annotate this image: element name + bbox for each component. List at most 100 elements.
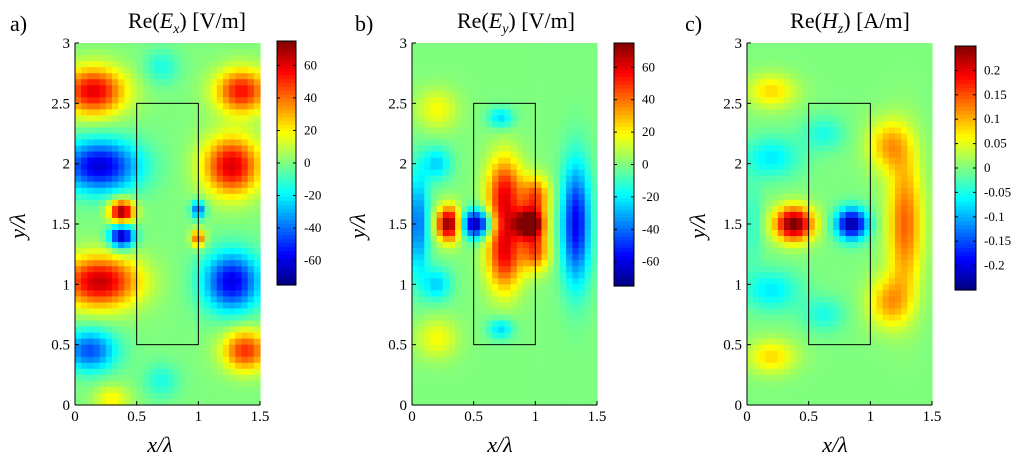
heatmap-cell — [572, 115, 580, 123]
heatmap-cell — [851, 139, 859, 147]
heatmap-cell — [535, 398, 543, 406]
heatmap-cell — [430, 260, 438, 267]
heatmap-cell — [204, 133, 212, 141]
heatmap-cell — [204, 187, 212, 195]
heatmap-cell — [584, 374, 592, 382]
heatmap-cell — [430, 205, 438, 213]
heatmap-cell — [771, 67, 779, 74]
heatmap-cell — [765, 308, 773, 316]
colorbar-swatch — [277, 94, 296, 99]
heatmap-cell — [149, 193, 156, 201]
heatmap-cell — [229, 61, 236, 68]
heatmap-cell — [412, 205, 419, 213]
heatmap-cell — [784, 356, 791, 364]
heatmap-cell — [510, 320, 518, 328]
heatmap-cell — [578, 386, 586, 394]
heatmap-cell — [827, 374, 834, 382]
heatmap-cell — [578, 133, 586, 141]
heatmap-cell — [510, 308, 518, 316]
heatmap-cell — [851, 85, 859, 92]
heatmap-cell — [210, 163, 218, 171]
heatmap-cell — [572, 217, 580, 225]
heatmap-cell — [247, 386, 255, 394]
heatmap-cell — [851, 374, 859, 382]
heatmap-cell — [455, 344, 462, 352]
heatmap-cell — [75, 356, 82, 364]
heatmap-cell — [229, 260, 236, 267]
heatmap-cell — [821, 91, 828, 98]
heatmap-cell — [516, 254, 524, 261]
heatmap-cell — [560, 121, 567, 129]
heatmap-cell — [486, 224, 493, 231]
heatmap-cell — [442, 278, 450, 285]
heatmap-cell — [572, 73, 580, 80]
heatmap-cell — [486, 85, 493, 92]
heatmap-cell — [430, 350, 438, 358]
heatmap-cell — [790, 109, 797, 116]
heatmap-cell — [777, 121, 785, 129]
heatmap-cell — [247, 254, 255, 261]
heatmap-cell — [210, 67, 218, 74]
heatmap-cell — [566, 133, 573, 141]
heatmap-cell — [229, 296, 236, 304]
heatmap-cell — [461, 272, 469, 279]
heatmap-cell — [553, 374, 561, 382]
heatmap-cell — [461, 290, 469, 297]
heatmap-cell — [516, 127, 524, 135]
heatmap-cell — [253, 85, 261, 92]
heatmap-cell — [498, 356, 506, 364]
heatmap-cell — [87, 296, 95, 304]
heatmap-cell — [467, 133, 475, 141]
heatmap-cell — [247, 55, 255, 62]
heatmap-cell — [486, 254, 493, 261]
heatmap-cell — [553, 284, 561, 291]
heatmap-cell — [814, 157, 822, 165]
heatmap-cell — [827, 85, 834, 92]
heatmap-cell — [747, 85, 754, 92]
heatmap-cell — [590, 127, 598, 135]
heatmap-cell — [851, 181, 859, 189]
heatmap-cell — [455, 211, 462, 219]
heatmap-cell — [442, 236, 450, 243]
heatmap-cell — [821, 260, 828, 267]
heatmap-cell — [821, 193, 828, 201]
heatmap-cell — [547, 73, 555, 80]
heatmap-cell — [759, 350, 767, 358]
heatmap-cell — [851, 157, 859, 165]
colorbar-swatch — [614, 244, 634, 249]
heatmap-cell — [747, 157, 754, 165]
heatmap-cell — [149, 91, 156, 98]
heatmap-cell — [492, 55, 499, 62]
heatmap-cell — [498, 296, 506, 304]
heatmap-cell — [784, 338, 791, 346]
heatmap-cell — [75, 314, 82, 322]
heatmap-cell — [566, 332, 573, 340]
heatmap-cell — [142, 205, 150, 213]
heatmap-cell — [547, 398, 555, 406]
heatmap-cell — [186, 97, 193, 104]
heatmap-cell — [486, 205, 493, 213]
heatmap-cell — [75, 248, 82, 255]
heatmap-cell — [430, 211, 438, 219]
heatmap-cell — [253, 121, 261, 129]
heatmap-cell — [523, 302, 530, 310]
heatmap-cell — [845, 338, 853, 346]
heatmap-cell — [173, 302, 181, 310]
heatmap-cell — [155, 398, 162, 406]
heatmap-cell — [210, 356, 218, 364]
heatmap-cell — [777, 380, 785, 388]
heatmap-cell — [821, 151, 828, 159]
heatmap-cell — [851, 133, 859, 141]
heatmap-cell — [765, 157, 773, 165]
heatmap-cell — [821, 386, 828, 394]
heatmap-cell — [430, 356, 438, 364]
heatmap-cell — [492, 127, 499, 135]
heatmap-cell — [455, 73, 462, 80]
heatmap-cell — [814, 386, 822, 394]
heatmap-cell — [124, 91, 132, 98]
heatmap-cell — [167, 55, 175, 62]
heatmap-cell — [523, 91, 530, 98]
heatmap-cell — [808, 314, 816, 322]
heatmap-cell — [130, 284, 138, 291]
heatmap-cell — [229, 115, 236, 123]
